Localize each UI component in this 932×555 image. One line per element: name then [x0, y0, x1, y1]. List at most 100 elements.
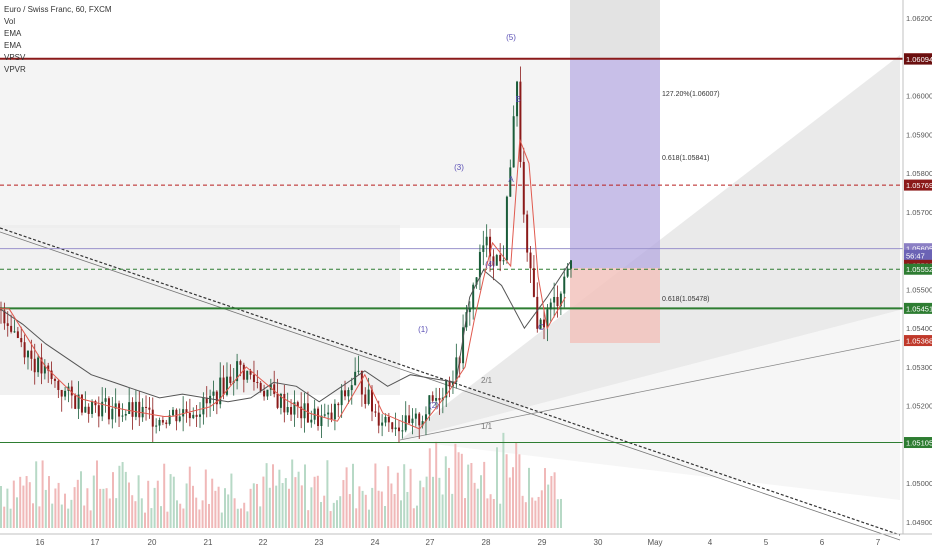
volume-bar: [3, 506, 6, 528]
candle-body: [91, 401, 94, 414]
candle-body: [168, 415, 171, 425]
volume-bar: [48, 476, 50, 528]
price-tag-label: 56:47: [906, 251, 925, 260]
volume-bar: [544, 468, 546, 528]
volume-bar: [259, 506, 262, 528]
candle-body: [64, 390, 67, 397]
candle-body: [512, 116, 515, 168]
candle-body: [60, 389, 63, 397]
candle-body: [188, 412, 191, 419]
candle-body: [182, 409, 185, 417]
candle-body: [114, 403, 117, 409]
indicator-vol[interactable]: Vol: [4, 17, 16, 26]
volume-bar: [6, 488, 9, 528]
volume-bar: [214, 490, 217, 528]
price-tags: 1.060951.060941.057691.0560556:471.05562…: [904, 53, 932, 449]
volume-bar: [188, 466, 191, 528]
x-tick-label: 22: [259, 538, 268, 547]
candle-body: [101, 401, 104, 417]
candle-body: [209, 395, 212, 404]
price-tag-label: 1.05105: [906, 439, 932, 448]
candle-body: [516, 81, 519, 117]
candle-body: [202, 397, 205, 415]
symbol-title: Euro / Swiss Franc, 60, FXCM: [4, 5, 112, 14]
target-zone: [570, 58, 660, 268]
candle-body: [229, 376, 232, 384]
volume-bar: [83, 505, 86, 528]
candle-body: [10, 325, 13, 332]
fib-label: 0.618(1.05478): [662, 296, 709, 303]
volume-bar: [342, 480, 345, 528]
volume-bar: [358, 486, 361, 528]
gann-fan-lower: [400, 310, 900, 500]
x-tick-label: May: [647, 538, 662, 547]
candle-body: [296, 402, 299, 407]
candles: [0, 66, 572, 443]
candle-body: [124, 414, 127, 416]
volume-bar: [553, 472, 556, 528]
volume-bar: [310, 487, 313, 528]
price-tag: [904, 302, 932, 314]
candle-body: [350, 385, 353, 391]
volume-bar: [441, 494, 444, 528]
volume-bar: [115, 498, 118, 528]
volume-bar: [236, 508, 239, 528]
volume-bar: [531, 497, 534, 528]
volume-bar: [35, 461, 38, 528]
volume-bar: [332, 502, 335, 528]
volume-bar: [172, 476, 175, 528]
indicator-ema-1[interactable]: EMA: [4, 29, 22, 38]
candle-body: [13, 331, 16, 333]
y-tick-label: 1.05000: [906, 479, 932, 488]
volume-bar: [400, 500, 402, 528]
volume-bar: [374, 463, 377, 528]
volume-bar: [540, 490, 543, 528]
candle-body: [53, 378, 56, 381]
candle-body: [539, 319, 542, 329]
volume-bar: [57, 482, 60, 528]
volume-bar: [67, 508, 70, 528]
indicator-ema-2[interactable]: EMA: [4, 41, 22, 50]
candle-body: [57, 380, 60, 390]
volume-bar: [384, 506, 386, 528]
candle-body: [161, 419, 164, 423]
indicator-vpsv[interactable]: VPSV: [4, 53, 26, 62]
indicator-vpvr[interactable]: VPVR: [4, 65, 26, 74]
shaded-zone-left: [0, 225, 400, 395]
candle-body: [570, 260, 572, 269]
price-tag-label: 1.05552: [906, 265, 932, 274]
candle-body: [290, 406, 293, 415]
volume-bar: [416, 505, 418, 528]
price-axis-bg: [903, 0, 932, 550]
candle-body: [131, 402, 134, 417]
volume-bar: [217, 486, 220, 528]
candle-body: [225, 376, 228, 395]
candle-body: [431, 395, 434, 401]
volume-bar: [320, 501, 322, 528]
volume-bar: [92, 475, 95, 528]
candle-body: [70, 386, 73, 396]
candle-body: [273, 384, 276, 394]
volume-bar: [240, 508, 242, 528]
candle-body: [323, 414, 326, 416]
candle-body: [559, 293, 562, 307]
volume-bar: [195, 497, 198, 528]
volume-bar: [352, 463, 354, 528]
candle-body: [327, 412, 330, 415]
x-tick-label: 17: [91, 538, 100, 547]
volume-bar: [192, 485, 194, 528]
candle-body: [448, 380, 451, 387]
candle-body: [522, 161, 525, 215]
gann-label: 1/1: [481, 422, 493, 431]
candle-body: [526, 214, 529, 253]
volume-bar: [12, 480, 15, 528]
candle-body: [84, 406, 87, 413]
candle-body: [80, 394, 83, 413]
price-tag: [904, 53, 932, 65]
candle-body: [286, 406, 289, 413]
x-tick-label: 4: [708, 538, 713, 547]
volume-bar: [105, 488, 108, 528]
candle-body: [384, 416, 387, 423]
volume-bar: [448, 467, 450, 528]
volume-bar: [112, 472, 114, 528]
